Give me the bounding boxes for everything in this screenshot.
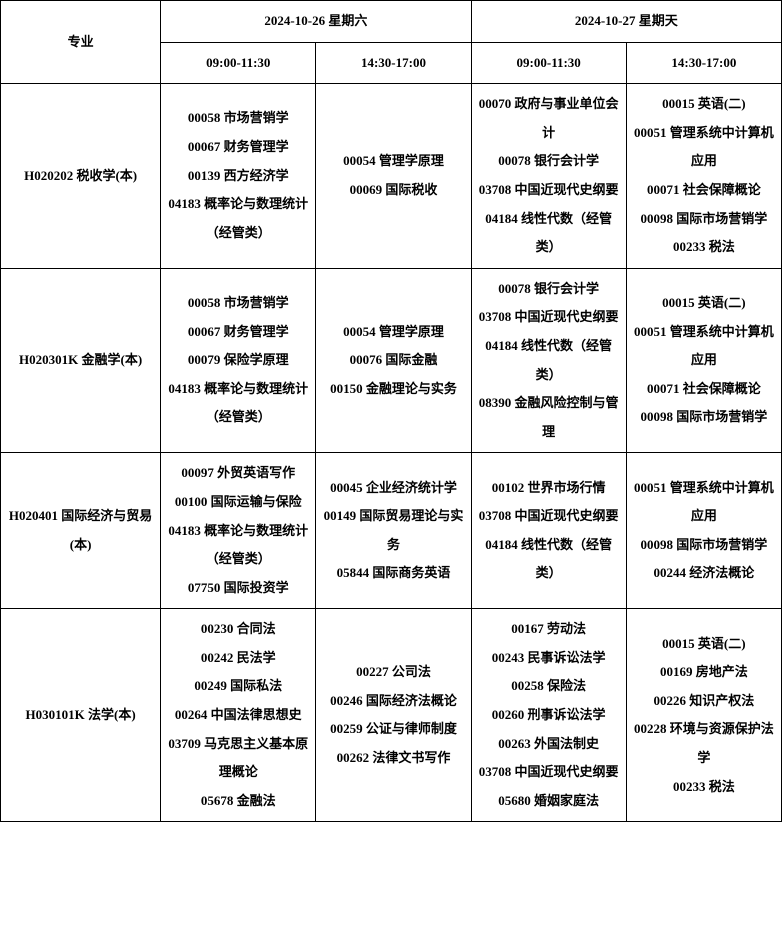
course-cell-slot1: 00230 合同法 00242 民法学 00249 国际私法 00264 中国法…: [161, 609, 316, 822]
course-cell-slot3: 00167 劳动法 00243 民事诉讼法学 00258 保险法 00260 刑…: [471, 609, 626, 822]
course-cell-slot4: 00051 管理系统中计算机应用 00098 国际市场营销学 00244 经济法…: [626, 453, 781, 609]
header-row-days: 专业 2024-10-26 星期六 2024-10-27 星期天: [1, 1, 782, 43]
table-body: H020202 税收学(本)00058 市场营销学 00067 财务管理学 00…: [1, 84, 782, 822]
course-cell-slot1: 00058 市场营销学 00067 财务管理学 00079 保险学原理 0418…: [161, 268, 316, 453]
course-cell-slot4: 00015 英语(二) 00051 管理系统中计算机应用 00071 社会保障概…: [626, 268, 781, 453]
major-cell: H020301K 金融学(本): [1, 268, 161, 453]
header-slot1: 09:00-11:30: [161, 42, 316, 84]
course-cell-slot4: 00015 英语(二) 00051 管理系统中计算机应用 00071 社会保障概…: [626, 84, 781, 269]
table-row: H030101K 法学(本)00230 合同法 00242 民法学 00249 …: [1, 609, 782, 822]
course-cell-slot2: 00054 管理学原理 00076 国际金融 00150 金融理论与实务: [316, 268, 471, 453]
course-cell-slot1: 00097 外贸英语写作 00100 国际运输与保险 04183 概率论与数理统…: [161, 453, 316, 609]
header-day2: 2024-10-27 星期天: [471, 1, 781, 43]
table-row: H020301K 金融学(本)00058 市场营销学 00067 财务管理学 0…: [1, 268, 782, 453]
major-cell: H030101K 法学(本): [1, 609, 161, 822]
course-cell-slot3: 00078 银行会计学 03708 中国近现代史纲要 04184 线性代数（经管…: [471, 268, 626, 453]
course-cell-slot3: 00070 政府与事业单位会计 00078 银行会计学 03708 中国近现代史…: [471, 84, 626, 269]
table-row: H020401 国际经济与贸易(本)00097 外贸英语写作 00100 国际运…: [1, 453, 782, 609]
major-cell: H020401 国际经济与贸易(本): [1, 453, 161, 609]
course-cell-slot2: 00054 管理学原理 00069 国际税收: [316, 84, 471, 269]
header-day1: 2024-10-26 星期六: [161, 1, 471, 43]
table-row: H020202 税收学(本)00058 市场营销学 00067 财务管理学 00…: [1, 84, 782, 269]
course-cell-slot1: 00058 市场营销学 00067 财务管理学 00139 西方经济学 0418…: [161, 84, 316, 269]
header-major: 专业: [1, 1, 161, 84]
header-slot2: 14:30-17:00: [316, 42, 471, 84]
header-slot4: 14:30-17:00: [626, 42, 781, 84]
course-cell-slot2: 00045 企业经济统计学 00149 国际贸易理论与实务 05844 国际商务…: [316, 453, 471, 609]
course-cell-slot4: 00015 英语(二) 00169 房地产法 00226 知识产权法 00228…: [626, 609, 781, 822]
major-cell: H020202 税收学(本): [1, 84, 161, 269]
exam-schedule-table: 专业 2024-10-26 星期六 2024-10-27 星期天 09:00-1…: [0, 0, 782, 822]
header-slot3: 09:00-11:30: [471, 42, 626, 84]
course-cell-slot2: 00227 公司法 00246 国际经济法概论 00259 公证与律师制度 00…: [316, 609, 471, 822]
course-cell-slot3: 00102 世界市场行情 03708 中国近现代史纲要 04184 线性代数（经…: [471, 453, 626, 609]
